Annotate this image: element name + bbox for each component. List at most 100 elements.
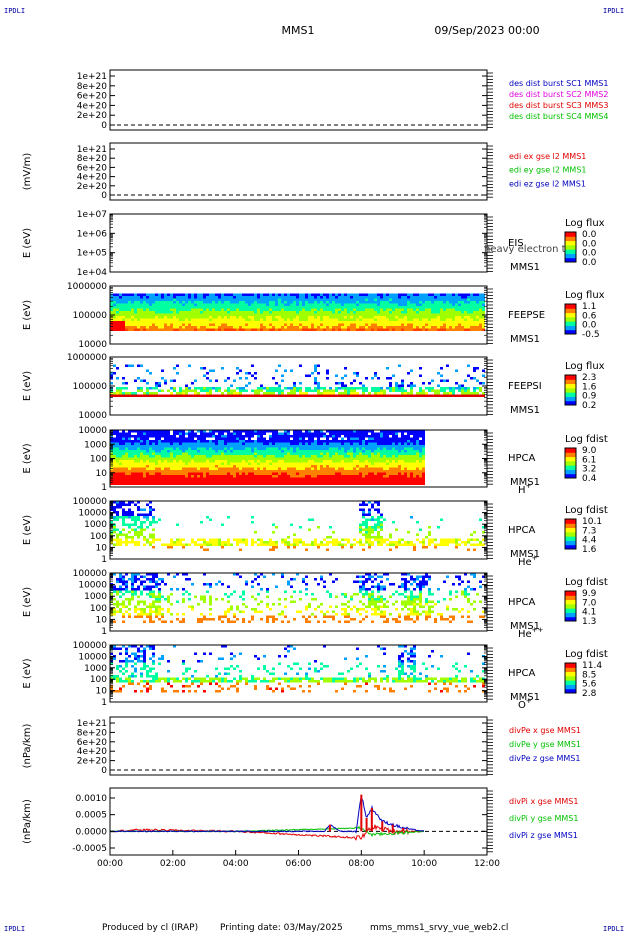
spectro-cell xyxy=(383,328,386,331)
spectro-cell xyxy=(365,462,368,465)
spectro-cell xyxy=(392,323,395,326)
spectro-cell xyxy=(182,482,185,485)
spectro-cell xyxy=(209,311,212,314)
spectro-cell xyxy=(167,293,170,296)
spectro-cell xyxy=(224,480,227,483)
spectro-cell xyxy=(305,465,308,468)
spectro-cell xyxy=(236,296,239,299)
spectro-cell xyxy=(260,442,263,445)
spectro-cell xyxy=(224,465,227,468)
spectro-cell xyxy=(257,432,260,435)
spectro-cell xyxy=(386,462,389,465)
spectro-cell xyxy=(326,293,329,296)
spectro-cell xyxy=(287,323,290,326)
spectro-cell xyxy=(251,457,254,460)
spectro-cell xyxy=(191,460,194,463)
spectro-cell xyxy=(254,306,257,309)
spectro-cell xyxy=(335,432,338,435)
spectro-cell xyxy=(215,318,218,321)
spectro-cell xyxy=(458,293,461,296)
spectro-cell xyxy=(251,462,254,465)
spectro-cell xyxy=(140,435,143,438)
spectro-cell xyxy=(119,460,122,463)
spectro-cell xyxy=(272,472,275,475)
spectro-cell xyxy=(353,437,356,440)
spectro-cell xyxy=(281,447,284,450)
spectro-cell xyxy=(278,442,281,445)
spectro-cell xyxy=(155,326,158,329)
spectro-cell xyxy=(242,455,245,458)
spectro-cell xyxy=(353,440,356,443)
spectro-cell xyxy=(449,328,452,331)
spectro-cell xyxy=(143,321,146,324)
spectro-cell xyxy=(248,382,251,385)
spectro-cell xyxy=(176,455,179,458)
spectro-cell xyxy=(197,306,200,309)
spectro-cell xyxy=(140,452,143,455)
spectro-cell xyxy=(134,480,137,483)
spectro-cell xyxy=(305,477,308,480)
spectro-cell xyxy=(326,477,329,480)
ylabel: E (eV) xyxy=(22,300,33,330)
spectro-cell xyxy=(281,432,284,435)
spectro-cell xyxy=(182,293,185,296)
colorbar-tick-label: 0.0 xyxy=(582,230,597,240)
spectro-cell xyxy=(116,437,119,440)
spectro-cell xyxy=(197,450,200,453)
spectro-cell xyxy=(308,303,311,306)
spectro-cell xyxy=(167,465,170,468)
spectro-cell xyxy=(311,372,314,375)
spectro-cell xyxy=(128,321,131,324)
spectro-cell xyxy=(305,442,308,445)
spectro-cell xyxy=(452,323,455,326)
spectro-cell xyxy=(302,450,305,453)
spectro-cell xyxy=(197,298,200,301)
spectro-cell xyxy=(341,384,344,387)
spectro-cell xyxy=(146,442,149,445)
spectro-cell xyxy=(122,475,125,478)
spectro-cell xyxy=(332,460,335,463)
spectro-cell xyxy=(392,460,395,463)
spectro-cell xyxy=(227,392,230,395)
spectro-cell xyxy=(302,435,305,438)
spectro-cell xyxy=(317,460,320,463)
spectro-cell xyxy=(227,452,230,455)
spectro-cell xyxy=(155,467,158,470)
spectro-cell xyxy=(116,450,119,453)
spectro-cell xyxy=(422,306,425,309)
spectro-cell xyxy=(230,311,233,314)
spectro-cell xyxy=(413,465,416,468)
spectro-cell xyxy=(389,321,392,324)
spectro-cell xyxy=(137,326,140,329)
spectro-cell xyxy=(371,460,374,463)
spectro-cell xyxy=(110,306,113,309)
spectro-cell xyxy=(215,455,218,458)
spectro-cell xyxy=(179,430,182,433)
spectro-cell xyxy=(299,442,302,445)
spectro-cell xyxy=(392,457,395,460)
spectro-cell xyxy=(224,435,227,438)
spectro-cell xyxy=(128,306,131,309)
spectro-cell xyxy=(227,437,230,440)
spectro-cell xyxy=(194,442,197,445)
spectro-cell xyxy=(116,306,119,309)
spectro-cell xyxy=(272,328,275,331)
spectro-cell xyxy=(233,472,236,475)
spectro-cell xyxy=(365,326,368,329)
spectro-cell xyxy=(245,323,248,326)
spectro-cell xyxy=(146,480,149,483)
spectro-cell xyxy=(230,445,233,448)
spectro-cell xyxy=(152,306,155,309)
spectro-cell xyxy=(407,462,410,465)
spectro-cell xyxy=(392,452,395,455)
spectro-cell xyxy=(404,482,407,485)
spectro-cell xyxy=(176,477,179,480)
spectro-cell xyxy=(164,465,167,468)
spectro-cell xyxy=(281,321,284,324)
spectro-cell xyxy=(284,437,287,440)
spectro-cell xyxy=(317,447,320,450)
spectro-cell xyxy=(383,477,386,480)
spectro-cell xyxy=(326,465,329,468)
colorbar-tick-label: 0.0 xyxy=(582,239,597,249)
